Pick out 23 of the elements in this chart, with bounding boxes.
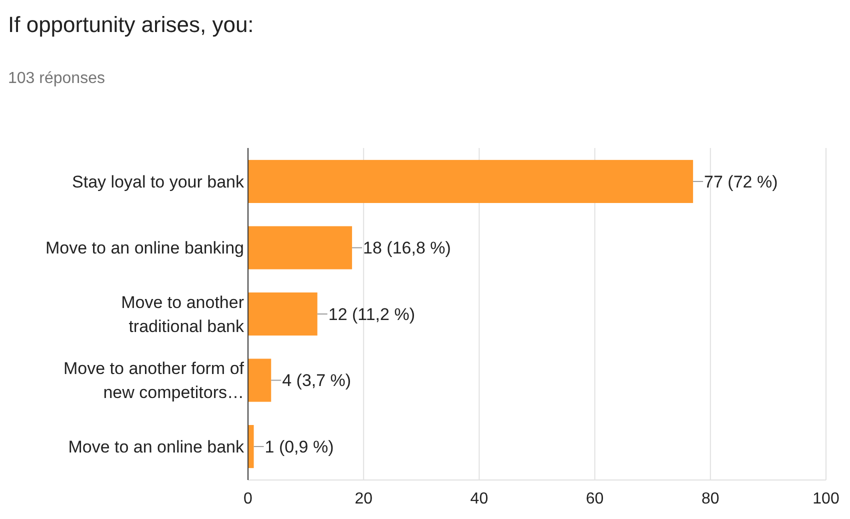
y-tick-label: Move to an online banking — [46, 238, 244, 258]
y-tick-label: Stay loyal to your bank — [72, 172, 244, 192]
y-tick-label: Move to another form of new competitors… — [64, 359, 244, 402]
data-label: 18 (16,8 %) — [363, 238, 451, 258]
bar — [248, 358, 272, 402]
chart-title: If opportunity arises, you: — [8, 12, 254, 37]
text: 103 réponses — [8, 70, 105, 87]
data-label: 1 (0,9 %) — [264, 437, 334, 456]
data-label: 12 (11,2 %) — [328, 304, 415, 324]
data-label: 77 (72 %) — [704, 172, 778, 192]
bar — [248, 226, 352, 270]
x-tick-label: 40 — [470, 490, 488, 508]
x-tick-label: 100 — [812, 490, 840, 508]
x-tick-label: 20 — [354, 490, 373, 508]
x-tick-label: 0 — [244, 490, 253, 508]
bar — [248, 160, 694, 203]
data-label: 4 (3,7 %) — [282, 371, 352, 390]
bar — [248, 425, 254, 468]
x-tick-label: 80 — [702, 490, 720, 508]
bar — [248, 292, 318, 336]
y-tick-label: Move to another traditional bank — [121, 292, 244, 336]
x-tick-label: 60 — [586, 490, 604, 508]
y-tick-label: Move to an online bank — [68, 437, 244, 456]
